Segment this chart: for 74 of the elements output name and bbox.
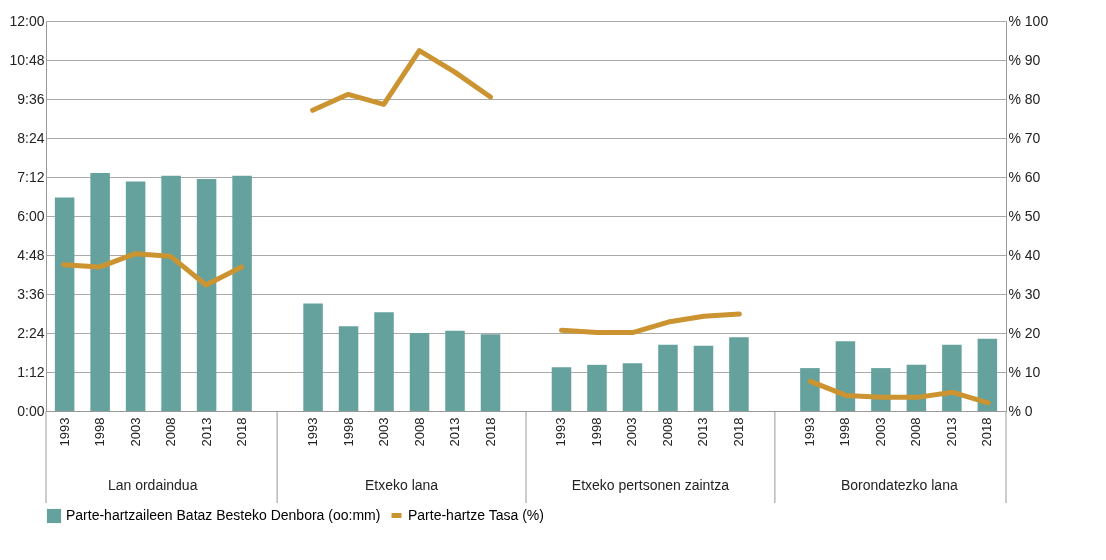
- legend-label: Parte-hartzaileen Bataz Besteko Denbora (oo:mm): [66, 507, 381, 523]
- bar: [125, 181, 146, 411]
- x-tick-label: 2013: [943, 417, 959, 447]
- y-tick-label: 4:48: [17, 246, 45, 263]
- x-tick-label: 1993: [553, 417, 569, 447]
- bar: [800, 368, 820, 411]
- bar: [338, 326, 359, 411]
- bar: [445, 330, 465, 411]
- x-tick-label: 1998: [588, 417, 604, 447]
- y-tick-label: 1:12: [17, 363, 45, 380]
- bar: [551, 367, 572, 411]
- x-tick-label: 1998: [92, 417, 108, 447]
- y2-tick-label: % 60: [1008, 168, 1041, 185]
- y-tick-label: 0:00: [17, 402, 45, 419]
- x-tick-label: 2003: [872, 417, 888, 447]
- bar: [693, 345, 714, 411]
- y-tick-label: 2:24: [17, 324, 45, 341]
- x-tick-label: 2013: [695, 417, 711, 447]
- x-tick-label: 1993: [305, 417, 321, 447]
- bar: [54, 197, 75, 411]
- x-tick-label: 2013: [198, 417, 214, 447]
- y-tick-label: 6:00: [17, 207, 45, 224]
- x-tick-label: 1993: [801, 417, 817, 447]
- x-tick-label: 2008: [411, 417, 427, 447]
- x-tick-label: 2003: [624, 417, 640, 447]
- bar: [480, 334, 501, 411]
- y2-tick-label: % 40: [1008, 246, 1041, 263]
- text: Lan ordaindua: [107, 477, 198, 493]
- bar: [196, 178, 217, 411]
- y-tick-label: 8:24: [17, 129, 45, 146]
- x-tick-label: 2008: [163, 417, 179, 447]
- bar: [658, 344, 678, 411]
- bar: [232, 175, 252, 411]
- y2-tick-label: % 20: [1008, 324, 1041, 341]
- bar: [622, 363, 643, 411]
- y-tick-label: 10:48: [9, 51, 45, 68]
- y2-tick-label: % 50: [1008, 207, 1041, 224]
- bar: [374, 312, 394, 411]
- bar: [161, 175, 181, 411]
- x-tick-label: 2003: [127, 417, 143, 447]
- text: Borondatezko lana: [840, 477, 958, 493]
- bar: [409, 333, 430, 411]
- x-tick-label: 1998: [340, 417, 356, 447]
- x-tick-label: 2013: [447, 417, 463, 447]
- y-tick-label: 12:00: [9, 12, 45, 29]
- y2-tick-label: % 90: [1008, 51, 1041, 68]
- bar: [729, 337, 749, 411]
- bar: [977, 338, 998, 411]
- x-tick-label: 2018: [979, 417, 995, 447]
- x-tick-label: 1998: [837, 417, 853, 447]
- bar: [303, 303, 323, 411]
- bar: [90, 173, 110, 411]
- y2-tick-label: % 80: [1008, 90, 1041, 107]
- y2-tick-label: % 100: [1008, 12, 1049, 29]
- y2-tick-label: % 30: [1008, 285, 1041, 302]
- y2-tick-label: % 0: [1008, 402, 1033, 419]
- x-tick-label: 2008: [659, 417, 675, 447]
- x-tick-label: 2018: [234, 417, 250, 447]
- y2-tick-label: % 70: [1008, 129, 1041, 146]
- bar: [587, 364, 607, 411]
- y-tick-label: 7:12: [17, 168, 45, 185]
- x-tick-label: 2008: [908, 417, 924, 447]
- bar: [942, 344, 962, 411]
- y-tick-label: 9:36: [17, 90, 45, 107]
- legend-label: Parte-hartze Tasa (%): [408, 506, 544, 523]
- x-tick-label: 1993: [56, 417, 72, 447]
- bar: [835, 341, 856, 411]
- x-tick-label: 2018: [482, 417, 498, 447]
- text: Etxeko pertsonen zaintza: [571, 477, 730, 493]
- y2-tick-label: % 10: [1008, 363, 1041, 380]
- x-tick-label: 2003: [376, 417, 392, 447]
- text: Etxeko lana: [364, 477, 439, 493]
- y-tick-label: 3:36: [17, 285, 45, 302]
- x-tick-label: 2018: [730, 417, 746, 447]
